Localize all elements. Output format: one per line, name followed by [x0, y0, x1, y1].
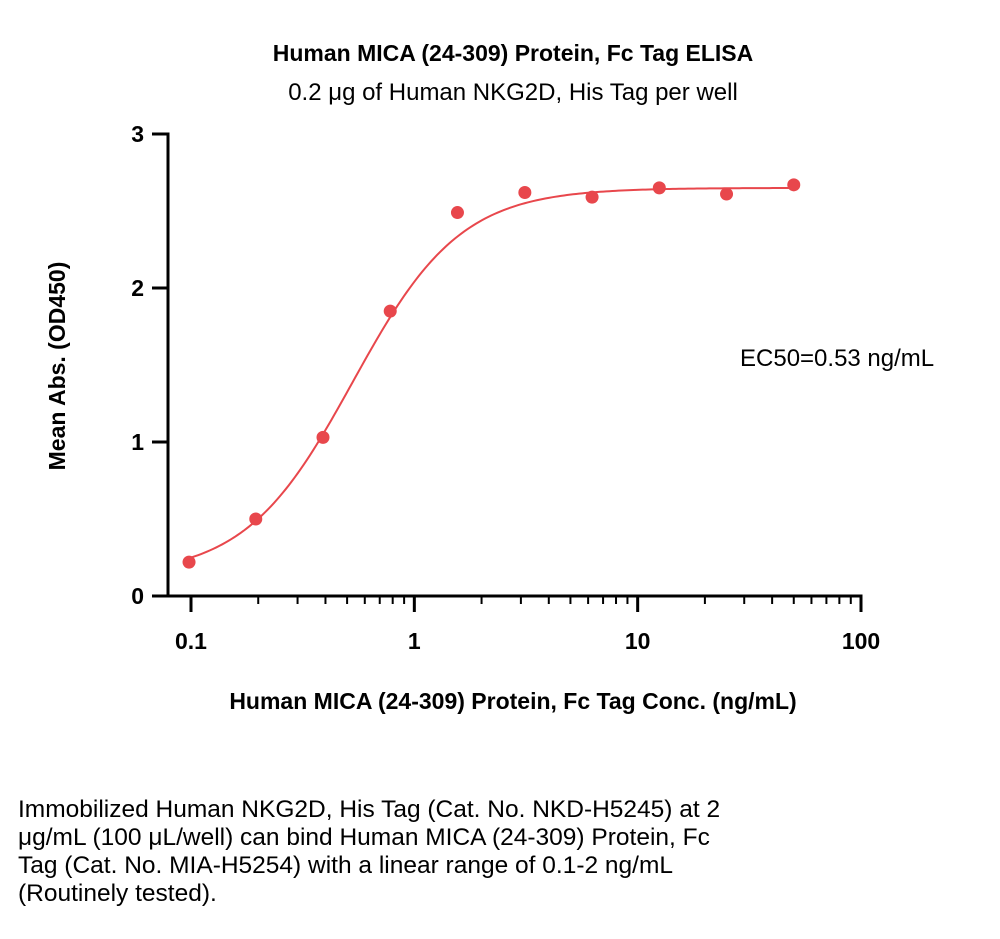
data-point	[182, 555, 196, 569]
data-point	[450, 206, 464, 220]
data-point	[383, 304, 397, 318]
data-points-layer	[182, 178, 801, 569]
data-point	[652, 181, 666, 195]
chart-axes: 0 1 2 3 0.1 1 10 100	[131, 121, 880, 654]
figure-caption: Immobilized Human NKG2D, His Tag (Cat. N…	[18, 796, 898, 908]
x-tick-label: 1	[408, 628, 421, 654]
ec50-annotation: EC50=0.53 ng/mL	[740, 345, 934, 372]
data-point	[518, 186, 532, 200]
caption-line: Tag (Cat. No. MIA-H5254) with a linear r…	[18, 852, 674, 879]
y-tick-label: 3	[131, 121, 144, 147]
data-point	[787, 178, 801, 192]
caption-line: (Routinely tested).	[18, 880, 217, 907]
y-axis-label: Mean Abs. (OD450)	[44, 262, 70, 471]
data-point	[585, 190, 599, 204]
x-axis-label: Human MICA (24-309) Protein, Fc Tag Conc…	[229, 688, 796, 714]
x-tick-label: 100	[842, 628, 880, 654]
chart-subtitle: 0.2 μg of Human NKG2D, His Tag per well	[288, 79, 738, 106]
caption-line: μg/mL (100 μL/well) can bind Human MICA …	[18, 824, 710, 851]
fit-curve-layer	[188, 187, 794, 560]
x-tick-label: 0.1	[175, 628, 207, 654]
x-tick-label: 10	[625, 628, 651, 654]
fit-curve	[188, 187, 794, 560]
elisa-chart: Human MICA (24-309) Protein, Fc Tag ELIS…	[44, 40, 934, 714]
y-tick-label: 1	[131, 429, 144, 455]
caption-line: Immobilized Human NKG2D, His Tag (Cat. N…	[18, 796, 721, 823]
y-tick-label: 2	[131, 275, 144, 301]
data-point	[249, 512, 263, 526]
y-tick-label: 0	[131, 583, 144, 609]
data-point	[720, 187, 734, 201]
chart-title: Human MICA (24-309) Protein, Fc Tag ELIS…	[273, 40, 754, 66]
data-point	[316, 430, 330, 444]
